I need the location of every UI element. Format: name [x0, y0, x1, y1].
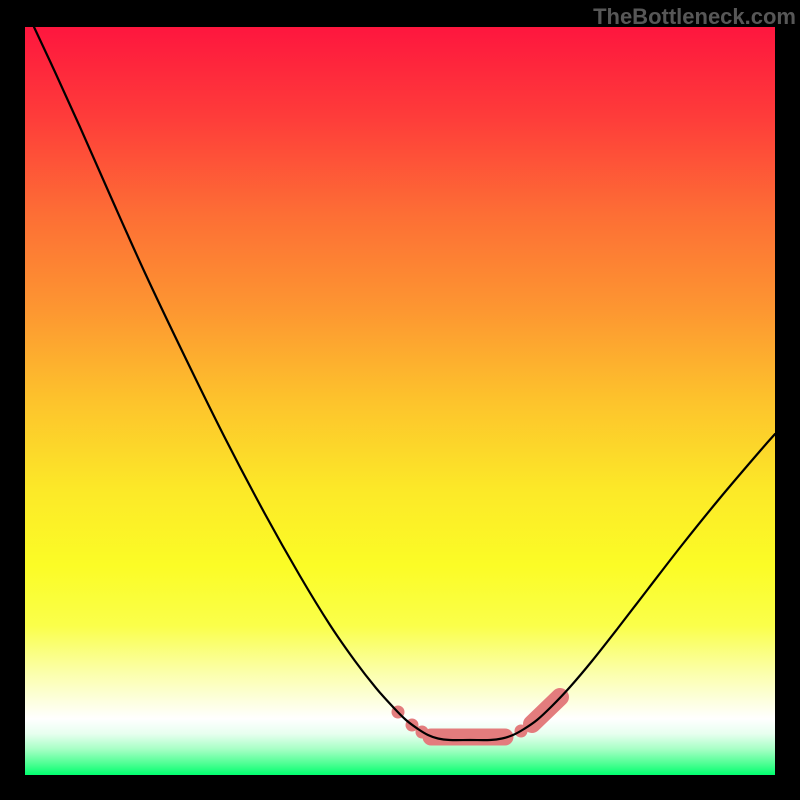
watermark-text: TheBottleneck.com — [593, 4, 796, 30]
plot-area — [25, 27, 775, 775]
